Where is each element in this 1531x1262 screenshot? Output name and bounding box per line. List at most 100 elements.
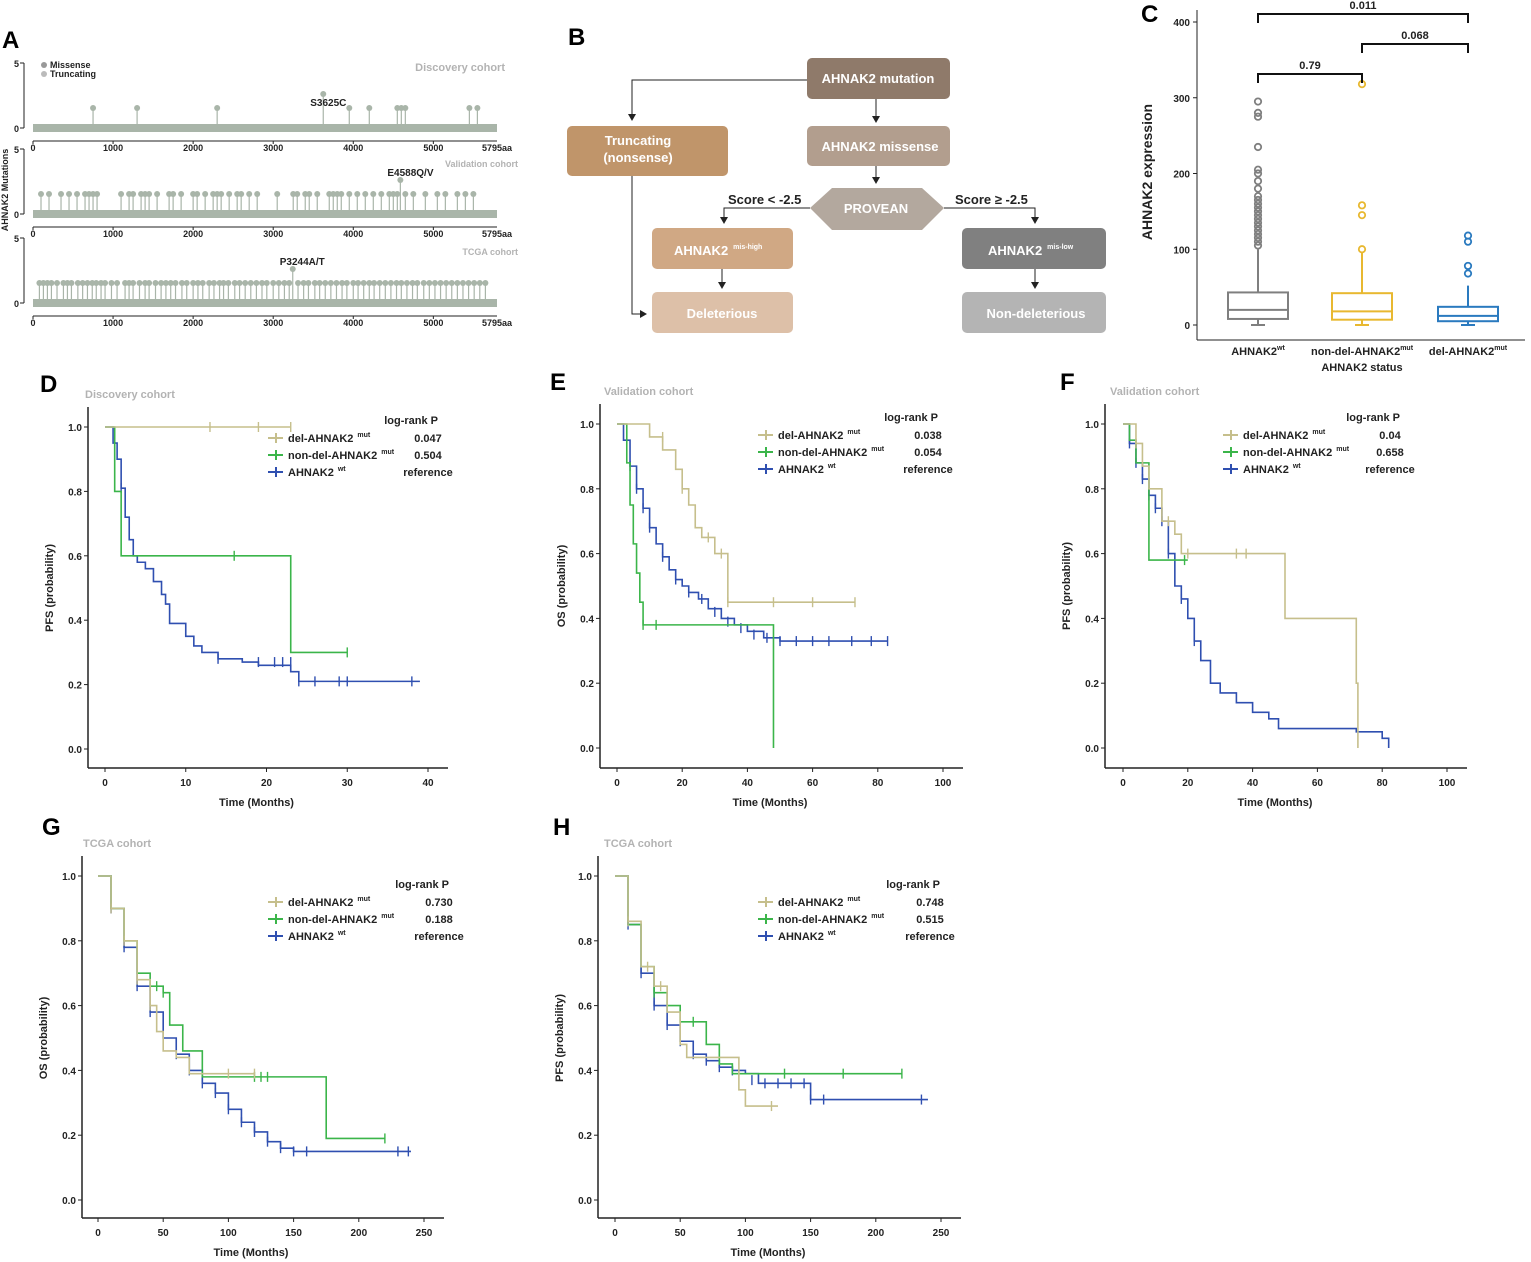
arrow-to-mis-high [720,207,810,224]
lollipop-x-tick: 0 [30,318,35,328]
mutation-head [108,280,115,286]
panel-label-a: A [2,27,19,54]
km-legend-label: non-del-AHNAK2 mut [778,446,885,459]
mutation-head [94,191,101,197]
km-x-tick: 40 [742,778,754,789]
mutation-head [48,280,55,286]
mutation-head [289,266,296,272]
km-x-tick: 40 [422,778,434,789]
mutation-head [136,280,143,286]
mutation-head [225,280,232,286]
mutation-head [194,280,201,286]
mutation-head [84,280,91,286]
panel-label-g: G [42,814,61,841]
mutation-head [194,191,201,197]
c-x-tick: del-AHNAK2mut [1429,345,1508,358]
km-y-tick: 0.4 [578,1066,592,1077]
km-y-tick: 0.6 [578,1002,592,1013]
km-plot-f: 0.0 0.2 0.4 0.6 0.8 1.0 0 20 40 60 80 100 Time (Mont… [1061,386,1467,809]
mutation-head [466,105,473,111]
lollipop-end-label: 5795aa [482,318,513,328]
km-y-tick: 0.2 [578,1131,592,1142]
protein-bar [33,299,497,307]
mutation-head [470,191,477,197]
mutation-head [231,280,238,286]
km-curve [105,426,348,654]
truncating-box [567,126,728,176]
mutation-head [90,105,97,111]
lollipop-y-tick: 0 [14,299,19,309]
panel-label-h: H [553,814,570,841]
mutation-head [167,280,174,286]
km-y-label: PFS (probability) [44,544,56,632]
mutation-head [74,280,81,286]
mutation-head [154,191,161,197]
mutation-head [236,280,243,286]
km-x-tick: 100 [935,778,952,789]
lollipop-x-tick: 1000 [103,229,123,239]
mutation-head [206,280,213,286]
mutation-head [410,191,417,197]
km-x-tick: 20 [677,778,689,789]
lollipop-end-label: 5795aa [482,143,513,153]
km-legend-p: reference [903,464,953,476]
box-outlier [1357,245,1367,254]
km-y-tick: 0.0 [580,744,594,755]
mutation-head [362,191,369,197]
km-x-tick: 80 [872,778,884,789]
km-legend-title: log-rank P [886,879,940,891]
truncating-legend-label: Truncating [50,69,96,79]
km-y-tick: 0.4 [68,616,82,627]
mutation-head [327,280,334,286]
mutation-head [316,280,323,286]
mutation-head [54,280,61,286]
lollipop-y-tick: 5 [14,59,19,69]
mutation-head [420,280,427,286]
lollipop-y-tick: 5 [14,145,19,155]
km-legend-title: log-rank P [1346,412,1400,424]
box-outlier [1357,201,1367,210]
box-outlier [1463,261,1473,271]
km-legend-p: reference [1365,464,1415,476]
mutation-head [242,280,249,286]
km-x-tick: 0 [95,1228,101,1239]
truncating-box-label-1: Truncating [605,133,672,148]
mutation-head [459,280,466,286]
km-legend-title: log-rank P [395,879,449,891]
mutation-head [314,191,321,197]
c-y-tick: 400 [1173,18,1190,29]
km-y-tick: 0.6 [1085,550,1099,561]
deleterious-box [652,292,793,333]
cohort-label: TCGA cohort [462,247,518,257]
mutation-head [102,280,109,286]
mutation-head [366,105,373,111]
km-x-tick: 50 [675,1228,687,1239]
km-x-tick: 20 [1182,778,1194,789]
box-outlier [1253,142,1263,152]
panel-label-f: F [1060,369,1075,396]
missense-box [807,126,950,166]
mutation-head [158,280,165,286]
mutation-head [118,191,125,197]
box-body [1227,291,1289,320]
arrow-to-truncating [628,79,807,121]
km-curve [1123,423,1359,748]
c-x-tick: AHNAK2wt [1231,345,1285,358]
lollipop-x-tick: 2000 [183,318,203,328]
lollipop-x-tick: 4000 [343,143,363,153]
km-plot-h: 0.0 0.2 0.4 0.6 0.8 1.0 0 50 100 150 200 250 Time (M… [554,838,961,1259]
km-y-tick: 0.4 [62,1066,76,1077]
km-legend-p: reference [414,931,464,943]
km-curve [617,423,888,642]
km-y-tick: 0.0 [62,1196,76,1207]
km-plot-e: 0.0 0.2 0.4 0.6 0.8 1.0 0 20 40 60 80 100 Time (Mont… [556,386,963,809]
mutation-head [397,177,404,183]
mutation-head [93,280,100,286]
mutation-head [346,191,353,197]
lollipop-end-label: 5795aa [482,229,513,239]
missense-box-label: AHNAK2 missense [821,139,938,154]
expression-boxplot: 0 100 200 300 400 AHNAK2 expression AHNAK2wt no… [1139,0,1525,374]
box-outlier [1253,214,1263,224]
mutation-head [448,280,455,286]
mutation-head [300,280,307,286]
